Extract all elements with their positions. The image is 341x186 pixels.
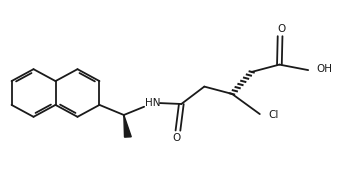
Text: Cl: Cl xyxy=(268,110,279,120)
Polygon shape xyxy=(124,115,131,137)
Text: O: O xyxy=(278,24,286,34)
Text: HN: HN xyxy=(145,98,160,108)
Text: O: O xyxy=(172,133,180,143)
Text: OH: OH xyxy=(316,64,332,74)
